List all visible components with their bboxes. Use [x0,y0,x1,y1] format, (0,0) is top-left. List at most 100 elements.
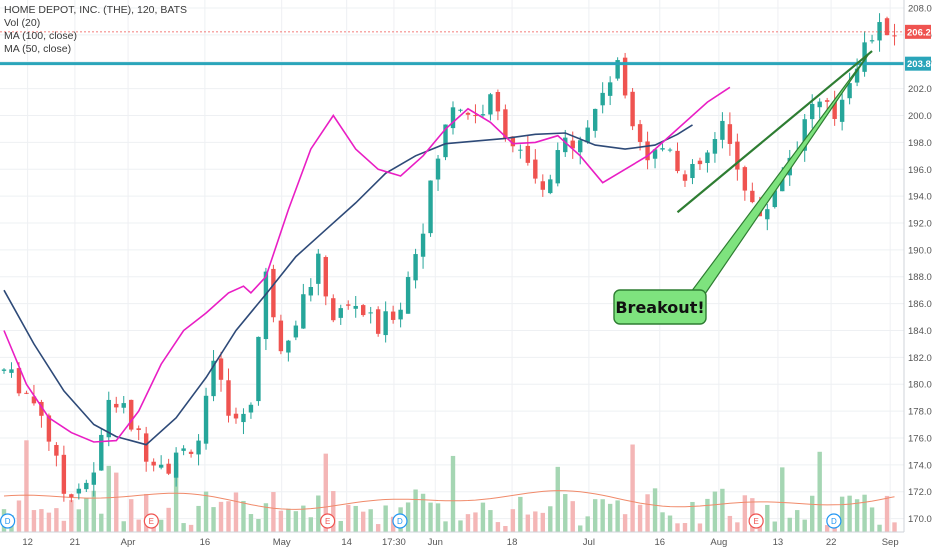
candle-body [166,463,171,474]
volume-bar [862,494,867,532]
volume-bar [188,524,194,532]
volume-bar [518,496,523,532]
earnings-marker[interactable] [143,513,159,529]
candle-body [847,83,852,99]
volume-bar [420,493,426,532]
volume-bar [735,522,740,532]
candle-body [9,369,14,373]
ma100-indicator-label[interactable]: MA (100, close) [4,30,77,42]
price-tick-label: 196.00 [908,165,932,176]
earnings-marker[interactable] [748,513,764,529]
candle-body [61,454,67,494]
volume-bar [795,510,800,532]
volume-bar [301,505,306,532]
volume-bar [353,505,358,532]
candle-body [824,100,830,102]
candle-body [869,40,875,42]
time-axis[interactable]: 12 21 Apr 16 May 14 17:30 Jun 18 Jul 16 Aug 13 22 Sep [0,531,932,550]
candle-body [548,179,553,194]
volume-bar [31,510,37,532]
volume-bar [525,514,531,532]
volume-bar [555,466,560,532]
price-axis[interactable]: 170.00 172.00 174.00 176.00 178.00 180.00 182.… [903,0,932,550]
candle-body [510,136,516,147]
candle-body [578,140,583,153]
earnings-marker[interactable] [320,513,336,529]
volume-bar [690,501,695,532]
volume-bar [570,501,575,532]
ma100-path [3,124,693,446]
volume-bar [742,495,748,532]
candle-body [69,494,74,498]
volume-bar [563,494,568,532]
price-tick-label: 172.00 [908,487,932,498]
time-tick-label: 17:30 [382,537,406,548]
candle-body [31,396,37,404]
candle-body [398,309,403,320]
callout-box [613,289,707,325]
price-tick-label: 202.00 [908,84,932,95]
price-tick-label: 190.00 [908,245,932,256]
volume-bar [473,512,478,532]
volume-bar [316,495,321,532]
volume-bar [435,503,441,532]
time-axis-background [0,532,932,550]
volume-indicator-label[interactable]: Vol (20) [4,17,41,29]
chart-grid [0,0,904,532]
volume-bar [480,502,486,532]
breakout-callout[interactable]: Breakout! [613,52,871,325]
price-tick-label: 198.00 [908,138,932,149]
volume-bar [787,517,792,532]
price-tick-label: 182.00 [908,353,932,364]
candle-body [892,35,897,37]
candle-body [802,119,807,151]
candle-body [540,181,545,190]
ma50-line [3,86,731,443]
trendline[interactable] [676,50,873,214]
volume-bar [675,523,680,532]
support-trendline[interactable] [676,50,873,214]
dividend-marker[interactable] [392,513,408,529]
volume-bar [346,504,351,532]
volume-bar [54,508,59,532]
volume-bar [84,497,89,532]
price-tick-label: 180.00 [908,380,932,391]
volume-bar [817,451,822,532]
candle-body [39,401,44,416]
time-tick-label: Apr [121,537,136,548]
volume-bar [181,523,186,532]
candle-body [697,160,703,165]
volume-bar [39,509,44,532]
volume-bar [824,525,830,532]
candle-body [368,312,373,314]
candle-body [143,433,149,462]
volume-bar [697,523,703,532]
candle-body [1,369,7,371]
candle-body [585,127,590,143]
price-axis-background [904,0,932,550]
candle-body [854,68,860,83]
price-tick-label: 194.00 [908,192,932,203]
earnings-marker-label: E [325,517,330,526]
candle-body [660,148,665,150]
volume-bar [510,509,516,532]
price-tick-label: 176.00 [908,433,932,444]
candle-body [465,112,471,115]
volume-bar [323,453,328,532]
candle-body [742,167,748,191]
volume-bar [46,512,52,532]
dividend-marker[interactable] [0,513,16,529]
candle-body [413,254,418,281]
volume-bar [368,509,373,532]
ma50-indicator-label[interactable]: MA (50, close) [4,43,72,55]
volume-bar [338,520,343,532]
volume-bar [765,504,770,532]
volume-bar [129,499,134,532]
volume-bar [810,495,815,532]
time-tick-label: 13 [773,537,784,548]
candle-body [293,325,299,338]
volume-bar [143,493,149,532]
symbol-title[interactable]: HOME DEPOT, INC. (THE), 120, BATS [4,4,188,16]
dividend-marker[interactable] [826,513,842,529]
